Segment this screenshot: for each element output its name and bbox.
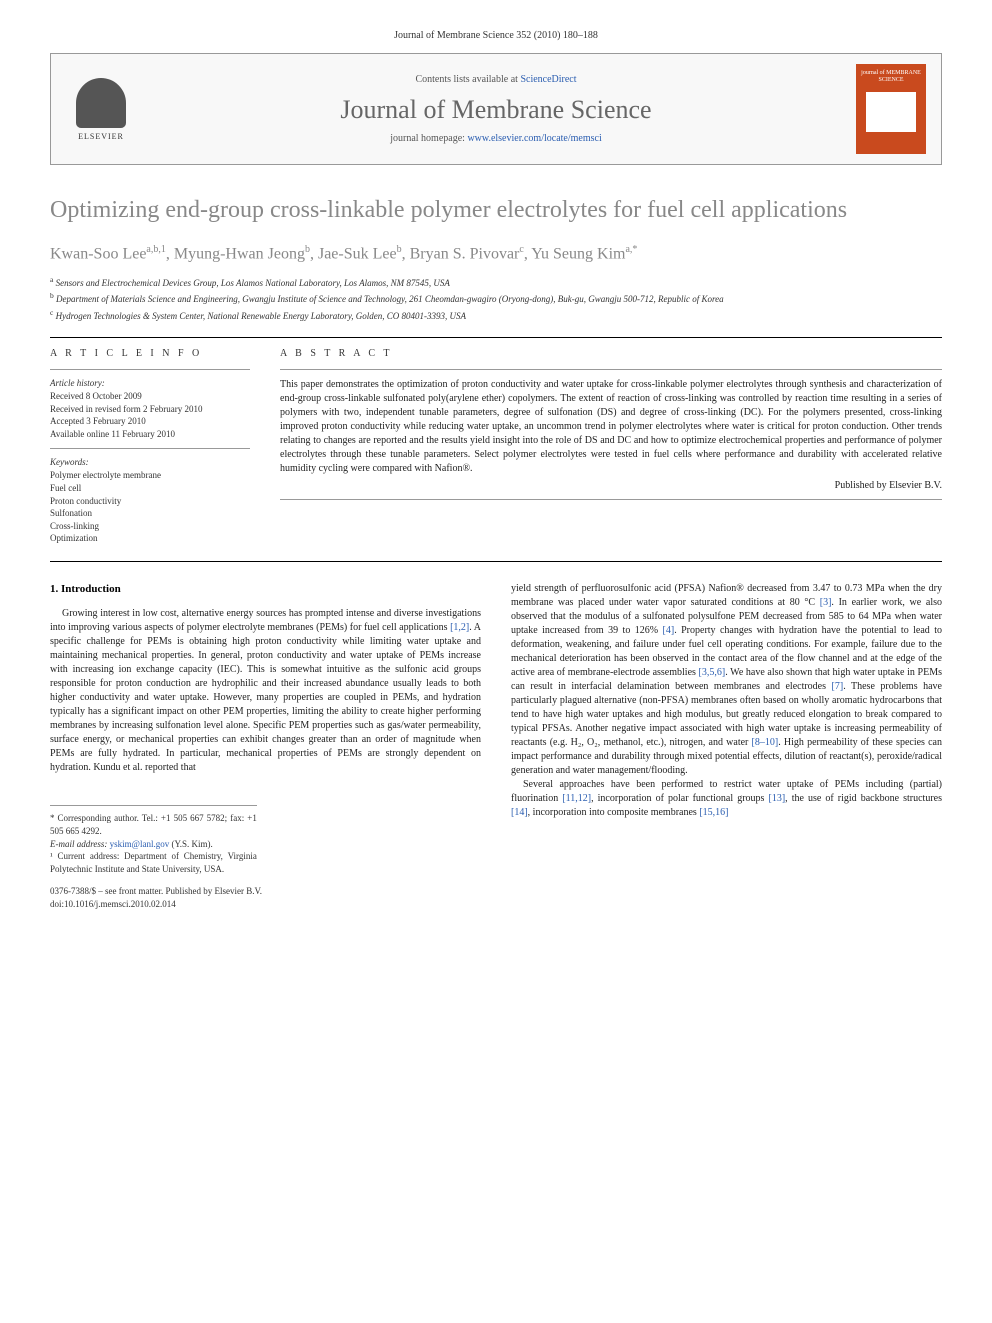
author-sup: a,b,1 bbox=[146, 244, 165, 255]
affiliation-text: Sensors and Electrochemical Devices Grou… bbox=[56, 278, 450, 288]
article-info-heading: A R T I C L E I N F O bbox=[50, 348, 250, 359]
ref-link[interactable]: [7] bbox=[832, 681, 844, 692]
copyright-block: 0376-7388/$ – see front matter. Publishe… bbox=[50, 885, 481, 910]
homepage-line: journal homepage: www.elsevier.com/locat… bbox=[151, 133, 841, 144]
author-sup: a,* bbox=[625, 244, 637, 255]
body-paragraph: yield strength of perfluorosulfonic acid… bbox=[511, 582, 942, 778]
keyword: Proton conductivity bbox=[50, 495, 250, 508]
elsevier-tree-icon bbox=[76, 78, 126, 128]
info-abstract-row: A R T I C L E I N F O Article history: R… bbox=[50, 348, 942, 545]
section-rule bbox=[50, 561, 942, 562]
abstract-heading: A B S T R A C T bbox=[280, 348, 942, 359]
keyword: Polymer electrolyte membrane bbox=[50, 469, 250, 482]
abstract-text: This paper demonstrates the optimization… bbox=[280, 378, 942, 476]
journal-header-line: Journal of Membrane Science 352 (2010) 1… bbox=[50, 30, 942, 41]
affiliation: b Department of Materials Science and En… bbox=[50, 290, 942, 307]
body-text: , incorporation into composite membranes bbox=[528, 807, 700, 818]
email-line: E-mail address: yskim@lanl.gov (Y.S. Kim… bbox=[50, 838, 257, 851]
ref-link[interactable]: [4] bbox=[663, 625, 675, 636]
ref-link[interactable]: [8–10] bbox=[752, 737, 779, 748]
info-divider bbox=[50, 448, 250, 449]
journal-title: Journal of Membrane Science bbox=[151, 95, 841, 125]
affiliation-sup: c bbox=[50, 308, 53, 317]
ref-link[interactable]: [3] bbox=[820, 597, 832, 608]
footnotes: * Corresponding author. Tel.: +1 505 667… bbox=[50, 805, 257, 875]
history-item: Received 8 October 2009 bbox=[50, 390, 250, 403]
footnote-1: ¹ Current address: Department of Chemist… bbox=[50, 850, 257, 875]
homepage-link[interactable]: www.elsevier.com/locate/memsci bbox=[467, 133, 601, 144]
ref-link[interactable]: [13] bbox=[768, 793, 785, 804]
author-sup: b bbox=[305, 244, 310, 255]
homepage-prefix: journal homepage: bbox=[390, 133, 467, 144]
keywords-label: Keywords: bbox=[50, 457, 250, 467]
affiliation-text: Department of Materials Science and Engi… bbox=[56, 294, 724, 304]
abstract-column: A B S T R A C T This paper demonstrates … bbox=[280, 348, 942, 545]
authors-line: Kwan-Soo Leea,b,1, Myung-Hwan Jeongb, Ja… bbox=[50, 244, 942, 263]
author-sup: b bbox=[397, 244, 402, 255]
email-link[interactable]: yskim@lanl.gov bbox=[110, 839, 170, 849]
ref-link[interactable]: [15,16] bbox=[699, 807, 728, 818]
section-heading: 1. Introduction bbox=[50, 582, 481, 597]
author: Kwan-Soo Lee bbox=[50, 246, 146, 263]
body-paragraph: Growing interest in low cost, alternativ… bbox=[50, 607, 481, 775]
section-rule bbox=[50, 337, 942, 338]
history-item: Available online 11 February 2010 bbox=[50, 428, 250, 441]
body-columns: 1. Introduction Growing interest in low … bbox=[50, 582, 942, 911]
body-text: , the use of rigid backbone structures bbox=[785, 793, 942, 804]
body-text: Growing interest in low cost, alternativ… bbox=[50, 608, 481, 633]
header-center: Contents lists available at ScienceDirec… bbox=[151, 74, 841, 144]
history-item: Accepted 3 February 2010 bbox=[50, 415, 250, 428]
elsevier-logo: ELSEVIER bbox=[66, 69, 136, 149]
body-column-left: 1. Introduction Growing interest in low … bbox=[50, 582, 481, 911]
keyword: Cross-linking bbox=[50, 520, 250, 533]
body-text: . A specific challenge for PEMs is obtai… bbox=[50, 622, 481, 773]
doi-link[interactable]: 10.1016/j.memsci.2010.02.014 bbox=[64, 899, 176, 909]
keyword: Sulfonation bbox=[50, 507, 250, 520]
publisher-header-box: ELSEVIER Contents lists available at Sci… bbox=[50, 53, 942, 165]
abstract-publisher: Published by Elsevier B.V. bbox=[280, 480, 942, 491]
copyright-line: 0376-7388/$ – see front matter. Publishe… bbox=[50, 885, 481, 898]
ref-link[interactable]: [11,12] bbox=[562, 793, 591, 804]
affiliation-sup: a bbox=[50, 275, 53, 284]
keyword: Optimization bbox=[50, 532, 250, 545]
body-column-right: yield strength of perfluorosulfonic acid… bbox=[511, 582, 942, 911]
affiliation: a Sensors and Electrochemical Devices Gr… bbox=[50, 274, 942, 291]
corresponding-author: * Corresponding author. Tel.: +1 505 667… bbox=[50, 812, 257, 837]
keyword: Fuel cell bbox=[50, 482, 250, 495]
doi-line: doi:10.1016/j.memsci.2010.02.014 bbox=[50, 898, 481, 911]
article-title: Optimizing end-group cross-linkable poly… bbox=[50, 195, 942, 226]
body-text: , incorporation of polar functional grou… bbox=[591, 793, 768, 804]
author: Bryan S. Pivovar bbox=[410, 246, 520, 263]
affiliations: a Sensors and Electrochemical Devices Gr… bbox=[50, 274, 942, 324]
author: Jae-Suk Lee bbox=[318, 246, 397, 263]
affiliation-sup: b bbox=[50, 291, 54, 300]
cover-label: journal of MEMBRANE SCIENCE bbox=[860, 70, 922, 84]
ref-link[interactable]: [14] bbox=[511, 807, 528, 818]
affiliation: c Hydrogen Technologies & System Center,… bbox=[50, 307, 942, 324]
info-divider bbox=[280, 369, 942, 370]
ref-link[interactable]: [3,5,6] bbox=[699, 667, 726, 678]
history-label: Article history: bbox=[50, 378, 250, 388]
info-divider bbox=[280, 499, 942, 500]
article-info-column: A R T I C L E I N F O Article history: R… bbox=[50, 348, 250, 545]
doi-label: doi: bbox=[50, 899, 64, 909]
author: Yu Seung Kim bbox=[531, 246, 625, 263]
elsevier-label: ELSEVIER bbox=[78, 132, 124, 141]
email-label: E-mail address: bbox=[50, 839, 110, 849]
contents-prefix: Contents lists available at bbox=[415, 74, 520, 85]
journal-cover-thumbnail: journal of MEMBRANE SCIENCE bbox=[856, 64, 926, 154]
contents-line: Contents lists available at ScienceDirec… bbox=[151, 74, 841, 85]
email-suffix: (Y.S. Kim). bbox=[169, 839, 213, 849]
sciencedirect-link[interactable]: ScienceDirect bbox=[520, 74, 576, 85]
affiliation-text: Hydrogen Technologies & System Center, N… bbox=[56, 311, 466, 321]
author: Myung-Hwan Jeong bbox=[174, 246, 305, 263]
info-divider bbox=[50, 369, 250, 370]
cover-inner-graphic bbox=[866, 92, 916, 132]
ref-link[interactable]: [1,2] bbox=[450, 622, 469, 633]
body-paragraph: Several approaches have been performed t… bbox=[511, 778, 942, 820]
author-sup: c bbox=[519, 244, 523, 255]
history-item: Received in revised form 2 February 2010 bbox=[50, 403, 250, 416]
